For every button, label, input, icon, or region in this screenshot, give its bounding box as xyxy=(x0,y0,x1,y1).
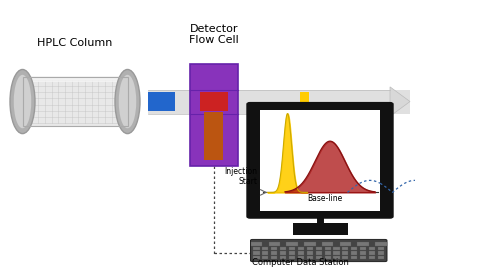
Bar xyxy=(254,247,260,250)
Bar xyxy=(254,251,260,255)
Text: Base-line: Base-line xyxy=(308,194,342,203)
Bar xyxy=(307,256,313,259)
Bar xyxy=(260,110,380,211)
Bar xyxy=(271,247,278,250)
Bar xyxy=(289,256,295,259)
Bar xyxy=(334,251,340,255)
Bar xyxy=(200,92,228,111)
Bar xyxy=(262,251,268,255)
Ellipse shape xyxy=(119,75,136,128)
FancyBboxPatch shape xyxy=(247,103,393,218)
Ellipse shape xyxy=(14,75,31,128)
Bar xyxy=(289,247,295,250)
Bar xyxy=(334,247,340,250)
Bar xyxy=(342,251,348,255)
Bar xyxy=(369,256,375,259)
Text: Computer Data Station: Computer Data Station xyxy=(252,258,348,267)
Bar xyxy=(316,256,322,259)
Bar xyxy=(251,242,262,245)
Bar xyxy=(280,247,286,250)
Bar xyxy=(358,242,369,245)
Bar xyxy=(298,256,304,259)
Bar xyxy=(271,256,278,259)
Bar xyxy=(262,256,268,259)
Bar xyxy=(271,251,278,255)
Text: Injection
Start: Injection Start xyxy=(224,167,258,186)
Bar xyxy=(360,256,366,259)
Bar xyxy=(376,242,386,245)
Bar xyxy=(268,242,280,245)
Bar xyxy=(298,251,304,255)
Bar xyxy=(316,251,322,255)
Ellipse shape xyxy=(115,69,140,134)
Bar xyxy=(190,64,238,166)
Bar xyxy=(322,242,334,245)
Bar xyxy=(342,256,348,259)
Bar xyxy=(292,223,348,235)
Bar xyxy=(334,256,340,259)
Bar xyxy=(352,251,358,255)
Bar xyxy=(352,247,358,250)
Bar xyxy=(378,256,384,259)
Bar xyxy=(352,256,358,259)
Ellipse shape xyxy=(10,69,35,134)
Bar xyxy=(360,247,366,250)
Bar xyxy=(300,92,309,111)
Bar xyxy=(262,247,268,250)
Polygon shape xyxy=(390,87,410,116)
Bar xyxy=(254,256,260,259)
Bar xyxy=(22,77,128,126)
Bar xyxy=(316,247,322,250)
Bar xyxy=(298,247,304,250)
Bar xyxy=(369,247,375,250)
Bar xyxy=(289,251,295,255)
Bar xyxy=(304,242,316,245)
Bar xyxy=(360,251,366,255)
Bar xyxy=(204,112,224,160)
Bar xyxy=(22,76,128,81)
Bar xyxy=(22,77,128,126)
Bar xyxy=(307,247,313,250)
Bar xyxy=(324,256,330,259)
Bar xyxy=(342,247,348,250)
FancyBboxPatch shape xyxy=(250,239,387,262)
Bar xyxy=(324,251,330,255)
Bar xyxy=(324,247,330,250)
Bar xyxy=(148,92,175,111)
Bar xyxy=(280,256,286,259)
Bar xyxy=(286,242,298,245)
Bar xyxy=(280,251,286,255)
Bar xyxy=(307,251,313,255)
Bar xyxy=(378,247,384,250)
Text: HPLC Column: HPLC Column xyxy=(38,38,113,48)
Bar xyxy=(378,251,384,255)
Bar xyxy=(340,242,351,245)
Bar xyxy=(148,90,410,114)
Bar xyxy=(369,251,375,255)
Text: Detector
Flow Cell: Detector Flow Cell xyxy=(189,24,238,46)
